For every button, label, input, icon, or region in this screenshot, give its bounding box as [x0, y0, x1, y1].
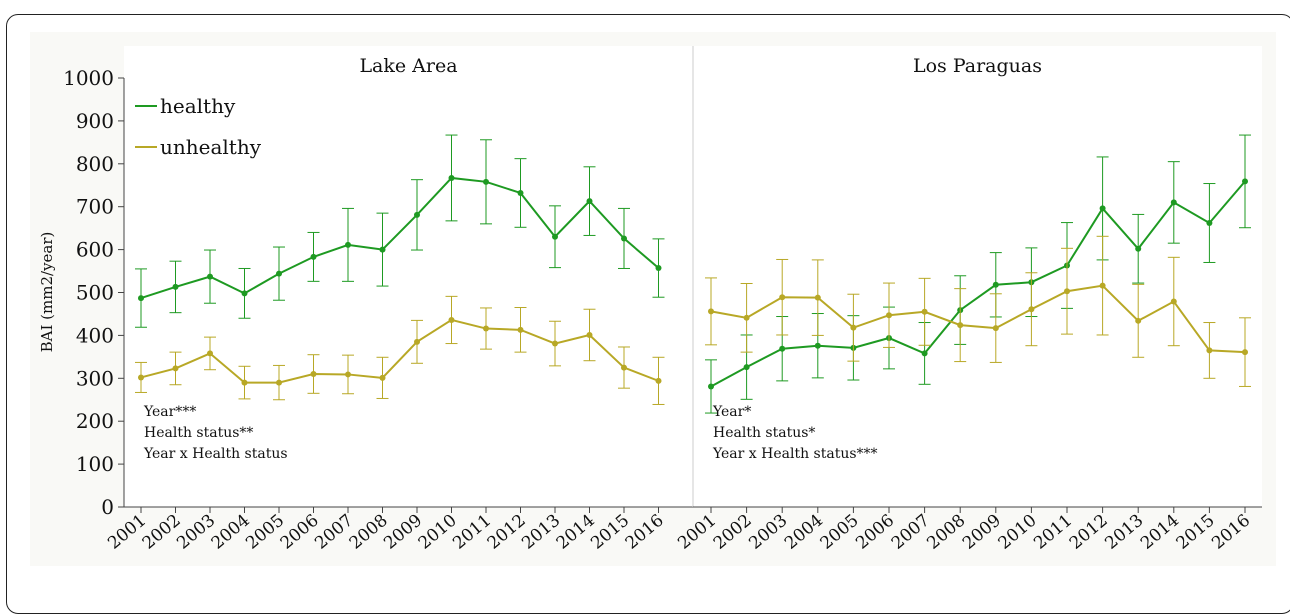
data-point: [310, 371, 317, 378]
data-point: [850, 324, 857, 331]
panel-title: Lake Area: [359, 55, 457, 77]
series-healthy: [135, 134, 665, 328]
y-tick-label: 900: [76, 109, 114, 133]
data-point: [1028, 306, 1035, 313]
data-point: [1064, 288, 1070, 295]
data-point: [207, 350, 213, 357]
data-point: [621, 364, 627, 371]
data-point: [310, 253, 317, 260]
data-point: [241, 379, 248, 386]
stat-annotation: Year***: [143, 404, 196, 420]
data-point: [743, 314, 750, 321]
y-tick-label: 300: [76, 366, 114, 390]
data-point: [1242, 349, 1248, 356]
legend-label-unhealthy: unhealthy: [160, 135, 262, 159]
y-tick-label: 0: [101, 495, 114, 519]
data-point: [814, 294, 821, 301]
stat-annotation: Year*: [712, 404, 751, 420]
data-point: [655, 265, 662, 272]
y-tick-label: 1000: [63, 66, 114, 90]
data-point: [276, 270, 282, 277]
stat-annotation: Health status**: [144, 425, 253, 441]
panel-title: Los Paraguas: [913, 55, 1042, 77]
series-unhealthy: [135, 295, 665, 405]
data-point: [586, 198, 593, 205]
data-point: [1206, 220, 1213, 227]
data-point: [992, 281, 999, 288]
data-point: [379, 374, 386, 381]
stat-annotation: Year x Health status***: [712, 446, 878, 462]
data-point: [414, 338, 420, 345]
legend-label-healthy: healthy: [160, 94, 236, 118]
data-point: [1170, 199, 1177, 206]
data-point: [992, 325, 999, 332]
data-point: [1242, 178, 1248, 185]
data-point: [708, 383, 714, 390]
data-point: [586, 331, 593, 338]
data-point: [921, 308, 928, 315]
data-point: [1099, 282, 1106, 289]
data-point: [345, 241, 351, 248]
series-line: [710, 180, 1246, 388]
data-point: [138, 295, 144, 302]
y-tick-label: 500: [76, 281, 114, 305]
data-point: [207, 273, 213, 280]
data-point: [743, 364, 750, 371]
y-tick-label: 400: [76, 323, 114, 347]
data-point: [448, 174, 455, 181]
data-point: [1206, 347, 1213, 354]
data-point: [552, 233, 558, 240]
data-point: [517, 189, 524, 196]
stat-annotation: Year x Health status: [143, 446, 288, 462]
data-point: [655, 377, 662, 384]
series-line: [140, 176, 660, 300]
data-point: [814, 342, 821, 349]
data-point: [483, 178, 489, 185]
data-point: [708, 308, 714, 315]
y-tick-label: 600: [76, 238, 114, 262]
series-line: [140, 318, 659, 384]
data-point: [483, 325, 489, 332]
data-point: [779, 345, 786, 352]
y-axis: 0 100 200 300 400 500 600 700 800 900 1000: [63, 66, 125, 519]
series-line: [710, 284, 1246, 354]
data-point: [779, 294, 786, 301]
panels: Lake Area2001200220032004200520062007200…: [104, 46, 1262, 554]
data-point: [886, 312, 892, 319]
data-point: [552, 340, 558, 347]
data-point: [172, 365, 179, 372]
data-point: [241, 290, 248, 297]
series-unhealthy: [705, 235, 1251, 387]
data-point: [621, 235, 627, 242]
data-point: [1170, 298, 1177, 305]
data-point: [957, 322, 964, 329]
data-point: [414, 211, 420, 218]
series-healthy: [705, 134, 1251, 414]
y-tick-label: 800: [76, 152, 114, 176]
data-point: [921, 350, 928, 357]
y-tick-label: 200: [76, 409, 114, 433]
data-point: [517, 326, 524, 333]
data-point: [172, 283, 179, 290]
data-point: [1135, 317, 1142, 324]
data-point: [276, 379, 282, 386]
data-point: [1099, 205, 1106, 212]
data-point: [138, 374, 144, 381]
y-tick-label: 700: [76, 195, 114, 219]
y-tick-label: 100: [76, 452, 114, 476]
y-axis-label: BAI (mm2/year): [38, 232, 56, 353]
data-point: [1135, 245, 1142, 252]
data-point: [448, 316, 455, 323]
data-point: [345, 371, 351, 378]
data-point: [379, 246, 386, 253]
legend: healthy unhealthy: [135, 94, 262, 159]
stat-annotation: Health status*: [713, 425, 815, 441]
bai-chart: Lake Area2001200220032004200520062007200…: [38, 46, 1262, 554]
